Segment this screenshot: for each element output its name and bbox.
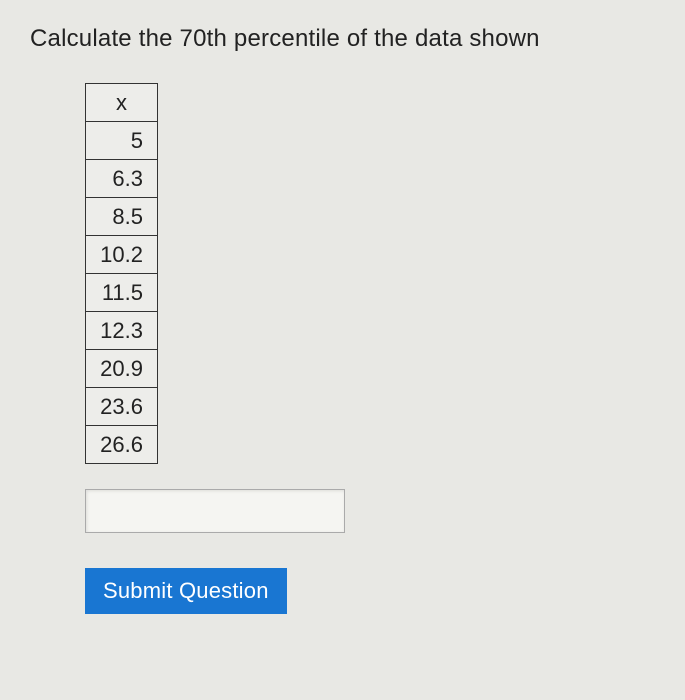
question-prompt: Calculate the 70th percentile of the dat… bbox=[30, 25, 655, 53]
table-row: 23.6 bbox=[86, 388, 158, 426]
table-row: 26.6 bbox=[86, 426, 158, 464]
data-table: x 5 6.3 8.5 10.2 11.5 12.3 20.9 23.6 26.… bbox=[85, 83, 158, 464]
table-row: 5 bbox=[86, 122, 158, 160]
table-row: 6.3 bbox=[86, 160, 158, 198]
table-header-x: x bbox=[86, 84, 158, 122]
table-row: 12.3 bbox=[86, 312, 158, 350]
table-body: 5 6.3 8.5 10.2 11.5 12.3 20.9 23.6 26.6 bbox=[86, 122, 158, 464]
table-row: 20.9 bbox=[86, 350, 158, 388]
submit-question-button[interactable]: Submit Question bbox=[85, 568, 287, 614]
table-row: 10.2 bbox=[86, 236, 158, 274]
answer-input[interactable] bbox=[85, 489, 345, 533]
table-row: 11.5 bbox=[86, 274, 158, 312]
table-row: 8.5 bbox=[86, 198, 158, 236]
